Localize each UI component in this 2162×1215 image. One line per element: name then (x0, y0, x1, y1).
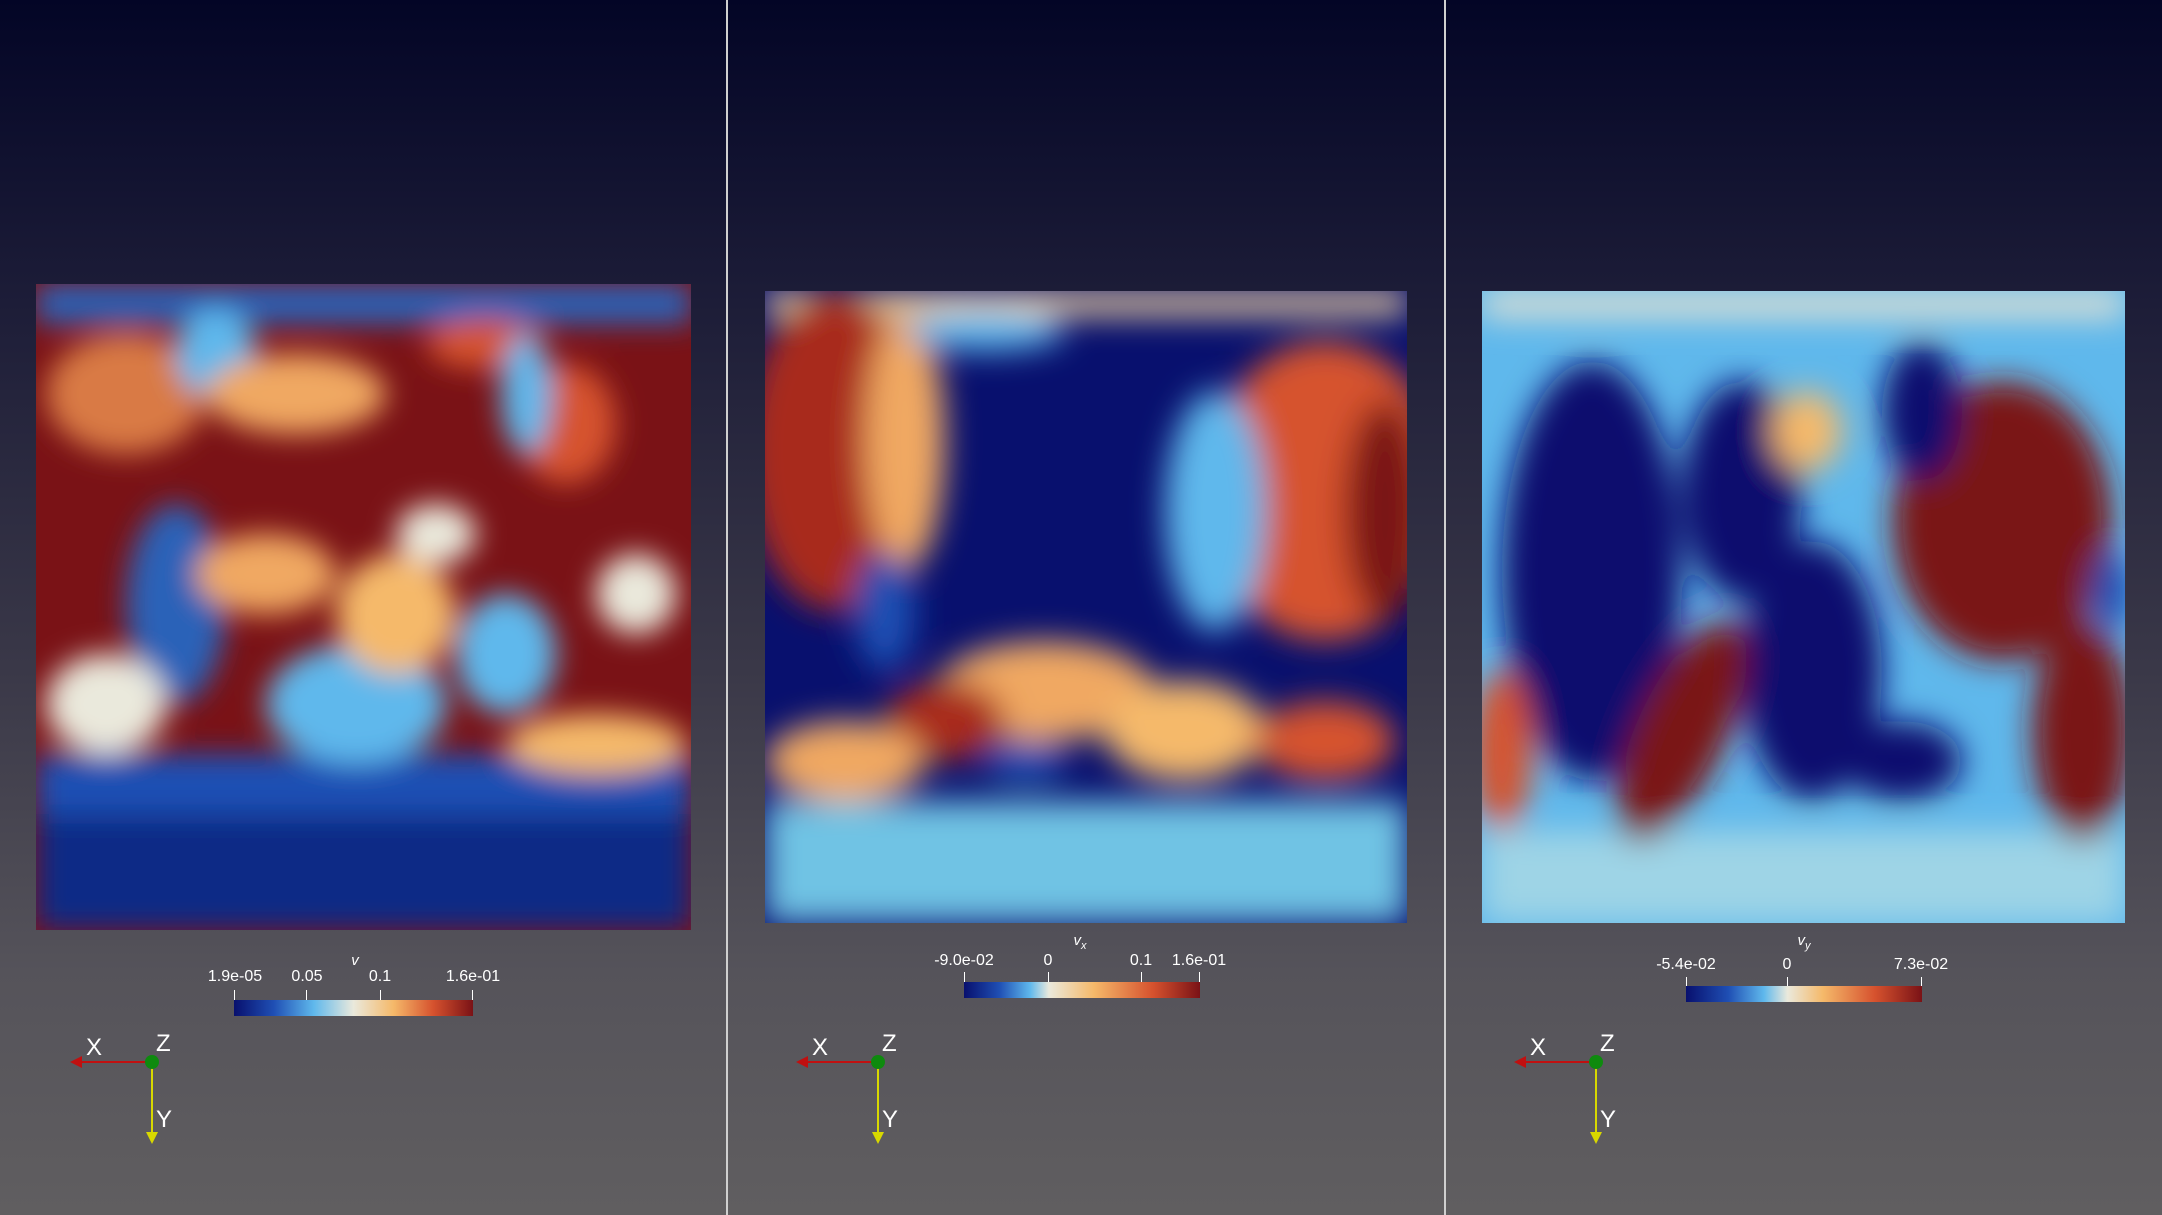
colorbar-title: vy (1797, 932, 1811, 952)
colorbar-gradient (1686, 986, 1922, 1002)
colorbar-tick (306, 990, 307, 1000)
viewport-3[interactable]: vy -5.4e-02 0 7.3e-02 X Z Y (1446, 0, 2162, 1215)
viewport-2[interactable]: vx -9.0e-02 0 0.1 1.6e-01 X Z Y (728, 0, 1444, 1215)
axis-label-y: Y (882, 1106, 899, 1133)
viewport-divider-2[interactable] (1444, 0, 1446, 1215)
x-axis-arrow (796, 1056, 808, 1068)
colorbar-tick (234, 990, 235, 1000)
axis-label-x: X (1530, 1034, 1547, 1061)
colorbar-tick (472, 990, 473, 1000)
colorbar-tick (1921, 977, 1922, 987)
colorbar-tick-label: 0 (1043, 952, 1053, 969)
colorbar-tick-label: 0.1 (368, 968, 392, 985)
colorbar-tick-label: -9.0e-02 (934, 952, 994, 969)
axis-label-z: Z (156, 1030, 171, 1057)
colorbar-tick-label: 0.05 (291, 968, 323, 985)
colorbar-tick-label: 0 (1782, 956, 1792, 973)
colorbar-tick-label: 1.6e-01 (445, 968, 501, 985)
field-plot-v[interactable] (36, 284, 691, 930)
field-plot-vx[interactable] (765, 291, 1407, 923)
colorbar-tick (1048, 972, 1049, 982)
colorbar-tick-label: 0.1 (1129, 952, 1153, 969)
axis-label-x: X (86, 1034, 103, 1061)
colorbar-gradient (964, 982, 1200, 998)
axis-label-x: X (812, 1034, 829, 1061)
viewport-1[interactable]: v 1.9e-05 0.05 0.1 1.6e-01 X Z Y (0, 0, 726, 1215)
colorbar-gradient (234, 1000, 473, 1016)
z-axis-dot (871, 1055, 885, 1069)
z-axis-dot (1589, 1055, 1603, 1069)
colorbar-tick-label: 1.6e-01 (1171, 952, 1227, 969)
orientation-axes: X Z Y (66, 1030, 206, 1146)
colorbar-tick-label: -5.4e-02 (1656, 956, 1716, 973)
colorbar-tick (1686, 977, 1687, 987)
colorbar-tick (1199, 972, 1200, 982)
colorbar-tick-label: 7.3e-02 (1893, 956, 1949, 973)
viewport-divider-1[interactable] (726, 0, 728, 1215)
x-axis-arrow (70, 1056, 82, 1068)
x-axis-arrow (1514, 1056, 1526, 1068)
y-axis-arrow (1590, 1132, 1602, 1144)
y-axis-arrow (872, 1132, 884, 1144)
z-axis-dot (145, 1055, 159, 1069)
field-plot-vy[interactable] (1482, 291, 2125, 923)
colorbar-title: v (351, 952, 359, 969)
colorbar-tick-label: 1.9e-05 (207, 968, 263, 985)
orientation-axes: X Z Y (792, 1030, 932, 1146)
axis-label-z: Z (882, 1030, 897, 1057)
y-axis-arrow (146, 1132, 158, 1144)
colorbar-title: vx (1073, 932, 1087, 952)
orientation-axes: X Z Y (1510, 1030, 1650, 1146)
colorbar-tick (380, 990, 381, 1000)
colorbar-tick (1141, 972, 1142, 982)
colorbar-tick (964, 972, 965, 982)
axis-label-z: Z (1600, 1030, 1615, 1057)
axis-label-y: Y (156, 1106, 173, 1133)
axis-label-y: Y (1600, 1106, 1617, 1133)
colorbar-tick (1787, 977, 1788, 987)
